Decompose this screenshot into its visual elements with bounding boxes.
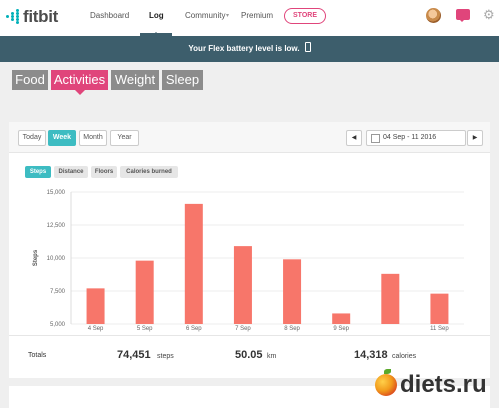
bar — [283, 259, 302, 324]
calendar-icon — [371, 134, 380, 143]
date-range-text: 04 Sep - 11 2016 — [383, 134, 437, 141]
period-week-button[interactable]: Week — [48, 130, 76, 146]
fitbit-logo[interactable]: fitbit — [6, 6, 58, 28]
x-tick-label: 11 Sep — [430, 326, 449, 332]
tab-activities[interactable]: Activities — [51, 70, 108, 90]
next-arrow-icon[interactable]: ▶ — [467, 130, 483, 146]
next-card — [9, 386, 490, 408]
period-month-button[interactable]: Month — [79, 130, 107, 146]
chevron-down-icon: ▾ — [226, 13, 230, 19]
store-button[interactable]: STORE — [284, 8, 326, 24]
nav-community[interactable]: Community — [185, 11, 226, 20]
nav-dashboard[interactable]: Dashboard — [90, 11, 130, 20]
nav-log[interactable]: Log — [149, 11, 164, 20]
avatar[interactable] — [426, 8, 441, 23]
bar — [233, 246, 252, 324]
metric-steps-tab[interactable]: Steps — [25, 166, 51, 178]
totals-label: Totals — [28, 352, 47, 359]
bar — [86, 288, 105, 324]
x-tick-label: 7 Sep — [235, 326, 251, 332]
gear-icon[interactable]: ⚙ — [483, 7, 495, 22]
bar — [381, 273, 400, 324]
activity-card: Today Week Month Year ◀ 04 Sep - 11 2016… — [9, 122, 490, 378]
total-steps-value: 74,451 — [117, 349, 151, 361]
battery-banner: Your Flex battery level is low. — [0, 36, 499, 62]
tab-sleep[interactable]: Sleep — [162, 70, 203, 90]
bar — [184, 203, 203, 324]
banner-message: Your Flex battery level is low. — [188, 44, 300, 53]
metric-distance-tab[interactable]: Distance — [54, 166, 88, 178]
x-tick-label: 9 Sep — [333, 326, 349, 332]
top-nav: fitbit Dashboard Log Community ▾ Premium… — [0, 0, 499, 36]
steps-chart: 5,000 7,500 10,000 12,500 15,000 Steps 4 Sep 5 … — [33, 190, 464, 332]
total-steps-unit: steps — [157, 353, 174, 360]
total-calories-unit: calories — [392, 353, 417, 360]
logo-text: fitbit — [23, 7, 59, 26]
x-tick-label: 4 Sep — [88, 326, 104, 332]
date-range-picker[interactable]: 04 Sep - 11 2016 — [366, 130, 466, 146]
bar — [332, 313, 351, 324]
tab-weight[interactable]: Weight — [111, 70, 159, 90]
bar — [135, 260, 154, 324]
logo-dots-icon — [6, 8, 20, 26]
watermark-text: diets.ru — [400, 371, 487, 398]
total-distance-unit: km — [267, 353, 277, 360]
leaf-icon — [384, 369, 391, 374]
y-tick-label: 15,000 — [47, 190, 66, 196]
prev-arrow-icon[interactable]: ◀ — [346, 130, 362, 146]
y-tick-label: 5,000 — [50, 322, 66, 328]
total-distance-value: 50.05 — [235, 349, 263, 361]
x-tick-label: 6 Sep — [186, 326, 202, 332]
totals-divider — [9, 335, 490, 336]
banner-pointer — [151, 32, 161, 37]
period-year-button[interactable]: Year — [110, 130, 139, 146]
chat-icon[interactable] — [456, 9, 470, 22]
total-calories-value: 14,318 — [354, 349, 388, 361]
x-tick-label: 5 Sep — [137, 326, 153, 332]
metric-floors-tab[interactable]: Floors — [91, 166, 117, 178]
card-toolbar: Today Week Month Year ◀ 04 Sep - 11 2016… — [9, 122, 490, 153]
bar — [430, 293, 449, 324]
y-tick-label: 10,000 — [47, 256, 66, 262]
metric-calories-tab[interactable]: Calories burned — [120, 166, 178, 178]
y-tick-label: 7,500 — [50, 289, 66, 295]
nav-premium[interactable]: Premium — [241, 11, 274, 20]
apple-logo-icon — [375, 374, 397, 396]
battery-icon — [304, 42, 311, 52]
tab-food[interactable]: Food — [12, 70, 48, 90]
x-tick-label: 8 Sep — [284, 326, 300, 332]
y-tick-label: 12,500 — [47, 223, 66, 229]
tab-pointer — [75, 90, 85, 95]
y-axis-label: Steps — [33, 249, 39, 266]
period-today-button[interactable]: Today — [18, 130, 46, 146]
